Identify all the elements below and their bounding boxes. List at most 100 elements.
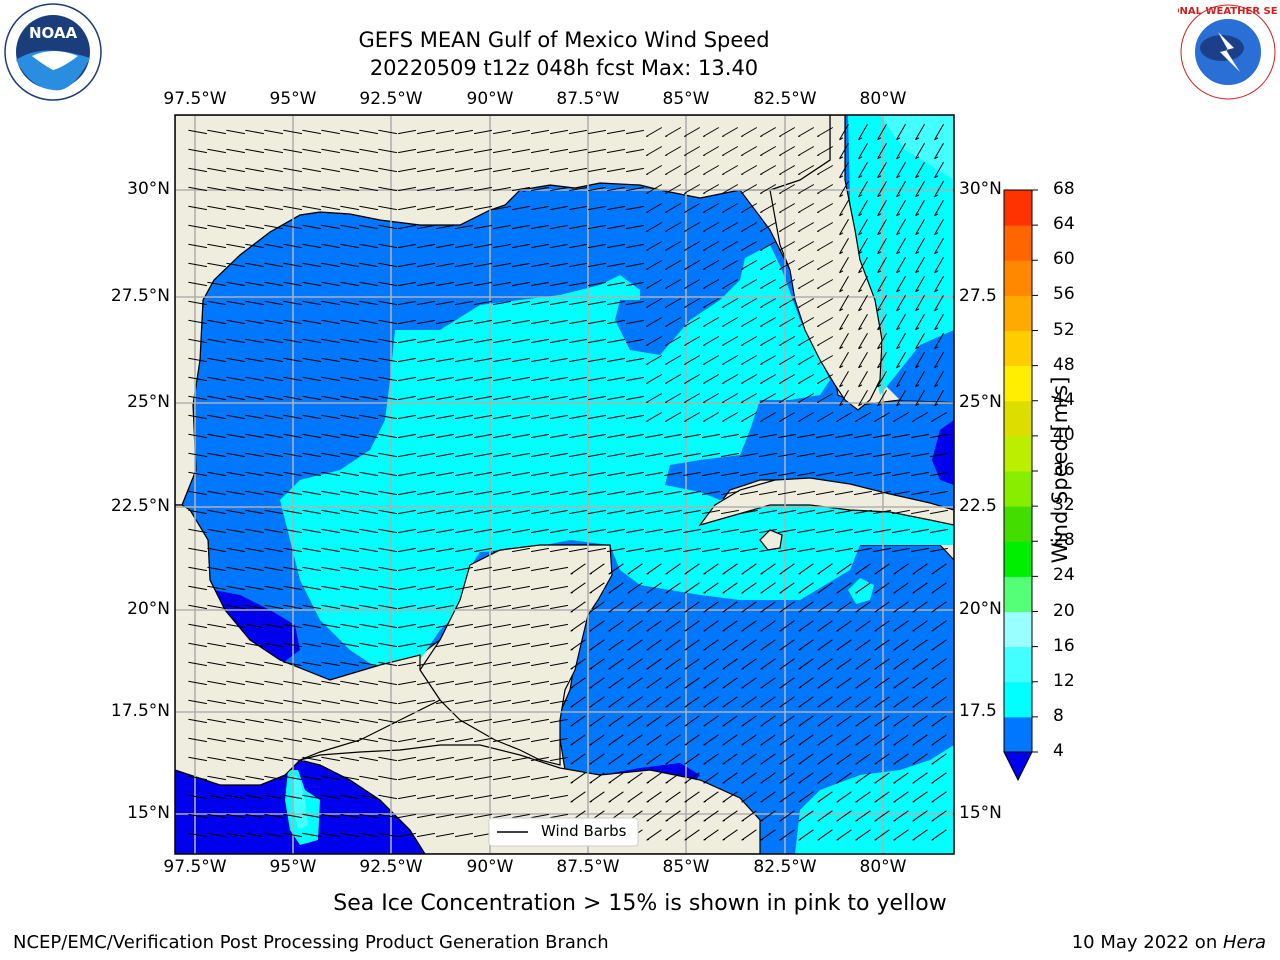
wind-barb: [722, 734, 738, 746]
wind-barb: [550, 528, 568, 534]
wind-barb: [877, 180, 887, 198]
wind-barb: [378, 547, 397, 553]
wind-barb: [188, 395, 207, 401]
wind-barb: [283, 794, 302, 800]
wind-barb: [627, 620, 643, 632]
wind-barb: [836, 696, 852, 708]
wind-barb: [283, 471, 302, 477]
wind-barb: [915, 180, 925, 198]
wind-barb: [359, 699, 378, 705]
wind-barb: [702, 165, 720, 175]
wind-barb: [283, 604, 302, 610]
wind-barb: [340, 376, 359, 382]
wind-barb: [359, 623, 378, 629]
wind-barb: [778, 452, 796, 458]
wind-barb: [188, 186, 207, 192]
lat-label-right: 15°N: [959, 803, 1002, 823]
wind-barb: [877, 351, 887, 369]
wind-barb: [797, 279, 815, 289]
wind-barb: [531, 699, 549, 705]
wind-barb: [896, 218, 906, 236]
wind-barb: [226, 148, 245, 154]
wind-barb: [760, 620, 776, 632]
wind-barb: [188, 775, 207, 781]
wind-barb: [608, 582, 624, 594]
wind-barb: [436, 167, 454, 173]
wind-barb: [931, 734, 947, 746]
wind-barb: [550, 794, 568, 800]
wind-barb: [302, 661, 321, 667]
wind-barb: [778, 412, 796, 422]
wind-barb: [854, 433, 872, 439]
wind-barb: [264, 167, 283, 173]
wind-barb: [264, 813, 283, 819]
wind-barb: [570, 772, 586, 784]
wind-barb: [226, 737, 245, 743]
wind-barb: [817, 734, 833, 746]
wind-barb: [188, 813, 207, 819]
wind-barb: [302, 186, 321, 192]
wind-barb: [915, 275, 925, 293]
wind-barb: [512, 642, 530, 648]
wind-barb: [340, 167, 359, 173]
wind-barb: [531, 547, 549, 553]
wind-barb: [873, 412, 891, 422]
wind-barb: [436, 376, 454, 382]
wind-barb: [302, 547, 321, 553]
wind-barb: [759, 509, 777, 515]
wind-barb: [646, 620, 662, 632]
wind-barb: [608, 791, 624, 803]
wind-barb: [915, 351, 925, 369]
wind-barb: [283, 566, 302, 572]
wind-barb: [474, 680, 492, 686]
wind-barb: [702, 203, 720, 213]
wind-barb: [550, 414, 568, 420]
wind-barb: [570, 620, 586, 632]
wind-barb: [340, 205, 359, 211]
wind-barb: [839, 370, 849, 388]
wind-barb: [896, 275, 906, 293]
wind-barb: [778, 336, 796, 346]
wind-barb: [245, 433, 264, 439]
wind-barb: [816, 547, 834, 553]
caribbean-cyan-region: [795, 745, 954, 854]
wind-barb: [512, 205, 530, 211]
wind-barb: [474, 129, 492, 135]
wind-barb: [877, 370, 887, 388]
wind-barb: [684, 734, 700, 746]
wind-barb: [722, 658, 738, 670]
wind-barb: [340, 585, 359, 591]
wind-barb: [588, 205, 606, 211]
wind-barb: [588, 433, 606, 439]
wind-barb: [398, 357, 416, 363]
wind-barb: [398, 490, 416, 496]
wind-barb: [931, 753, 947, 765]
wind-barb: [512, 794, 530, 800]
wind-barb: [245, 357, 264, 363]
wind-barb: [721, 298, 739, 308]
wind-barb: [398, 243, 416, 249]
wind-barb: [550, 300, 568, 306]
wind-barb: [321, 243, 340, 249]
wind-barb: [569, 509, 587, 515]
wind-barb: [589, 620, 605, 632]
wind-barb: [321, 775, 340, 781]
wind-barb: [778, 279, 796, 289]
wind-barb: [915, 370, 925, 388]
wind-barb: [417, 357, 435, 363]
wind-barb: [474, 794, 492, 800]
wind-barb: [550, 718, 568, 724]
wind-barb: [797, 452, 815, 458]
wind-barb: [264, 376, 283, 382]
wind-barb: [455, 300, 473, 306]
wind-barb: [608, 563, 624, 575]
wind-barb: [245, 794, 264, 800]
wind-barb: [493, 661, 511, 667]
wind-barb: [683, 222, 701, 232]
wind-barb: [722, 829, 738, 841]
wind-barb: [877, 199, 887, 217]
wind-barb: [359, 338, 378, 344]
wind-barb: [703, 601, 719, 613]
wind-barb: [839, 123, 849, 141]
wind-barb: [340, 148, 359, 154]
